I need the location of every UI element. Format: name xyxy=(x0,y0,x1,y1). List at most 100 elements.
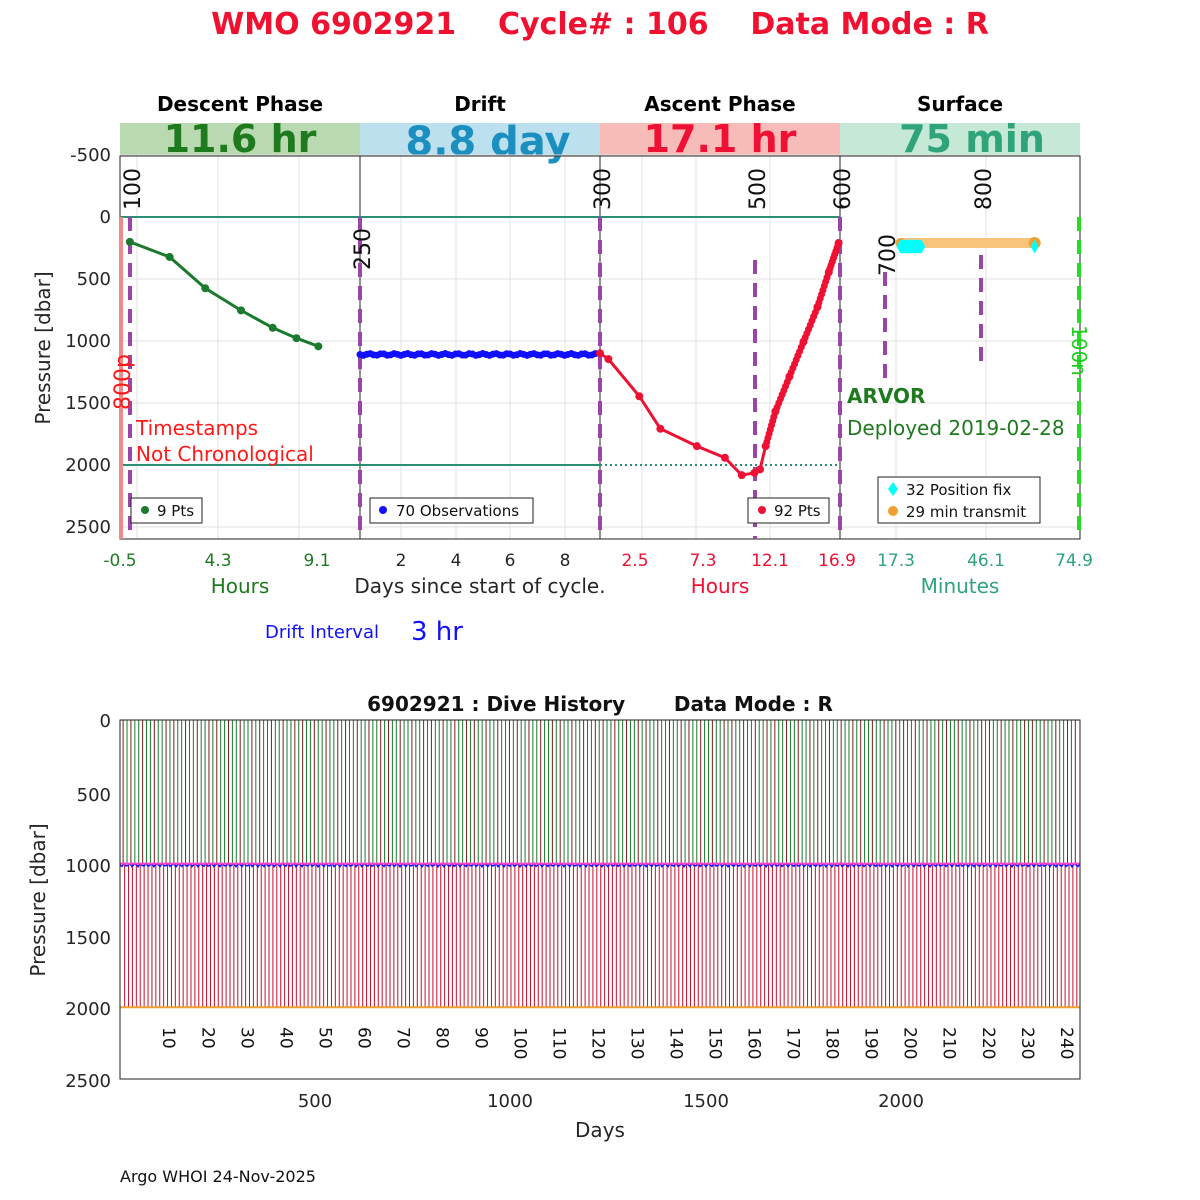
drift-xlabel: Days since start of cycle. xyxy=(354,574,605,598)
label-250: 250 xyxy=(351,228,376,270)
dive-history-series xyxy=(119,720,1081,1009)
drift-legend: 70 Observations xyxy=(369,497,534,524)
drift-legend-label: 70 Observations xyxy=(396,502,519,520)
phase-titles: Descent Phase Drift Ascent Phase Surface xyxy=(157,92,1003,116)
legend-marker xyxy=(141,506,149,514)
descent-point xyxy=(236,306,245,315)
drift-interval-label: Drift Interval xyxy=(265,622,379,643)
surface-phase-title: Surface xyxy=(917,92,1003,116)
drift-xtick-label: 6 xyxy=(505,551,516,571)
surface-xtick-label: 17.3 xyxy=(877,551,915,571)
ascent-legend-label: 92 Pts xyxy=(774,502,821,520)
float-type: ARVOR xyxy=(847,384,925,408)
drift-xtick-label: 8 xyxy=(560,551,571,571)
descent-profile-line xyxy=(129,240,319,348)
top-ytick-label: 1500 xyxy=(65,393,111,414)
descent-point xyxy=(292,334,301,343)
phase-markers xyxy=(128,217,983,539)
bottom-ytick-label: 500 xyxy=(77,785,111,806)
descent-legend: 9 Pts xyxy=(130,497,203,524)
ascent-point xyxy=(604,355,613,364)
bottom-xtick-label: 500 xyxy=(298,1091,332,1112)
descent-point xyxy=(268,323,277,332)
reference-lines xyxy=(119,216,840,539)
drift-series xyxy=(356,350,599,359)
cycle-number-label: 110 xyxy=(548,1027,568,1059)
label-100: 100 xyxy=(121,168,146,210)
ascent-series xyxy=(596,239,843,480)
position-fix-point xyxy=(917,239,926,254)
top-x-labels: Hours Days since start of cycle. Hours M… xyxy=(211,574,1000,598)
ascent-point xyxy=(596,349,604,358)
bottom-ytick-label: 2500 xyxy=(65,1071,111,1092)
descent-point xyxy=(314,342,323,351)
ascent-xtick-label: 12.1 xyxy=(751,551,789,571)
phase-duration-bars: 11.6 hr 8.8 day 17.1 hr 75 min xyxy=(120,117,1080,165)
position-legend-label: 32 Position fix xyxy=(906,481,1011,499)
descent-xlabel: Hours xyxy=(211,574,270,598)
ascent-duration-bg xyxy=(600,123,840,156)
bottom-ytick-label: 1000 xyxy=(65,856,111,877)
label-300: 300 xyxy=(591,168,616,210)
bottom-xtick-label: 1000 xyxy=(487,1091,533,1112)
drift-interval-value: 3 hr xyxy=(411,617,463,647)
deployed-date: Deployed 2019-02-28 xyxy=(847,416,1065,440)
label-100n: 100n xyxy=(1067,325,1091,376)
cycle-number-label: 10 xyxy=(158,1027,178,1049)
cycle-number-label: 70 xyxy=(392,1027,412,1049)
bottom-y-ticks: 0 500 1000 1500 2000 2500 xyxy=(65,711,111,1092)
cycle-number-label: 170 xyxy=(783,1027,803,1059)
top-x-ticks: -0.5 4.3 9.1 2 4 6 8 2.5 7.3 12.1 16.9 1… xyxy=(103,551,1093,571)
cycle-number-label: 200 xyxy=(900,1027,920,1059)
cycle-number-label: 230 xyxy=(1017,1027,1037,1059)
cycle-number-label: 120 xyxy=(588,1027,608,1059)
legend-marker xyxy=(379,506,387,514)
cycle-number-label: 20 xyxy=(197,1027,217,1049)
descent-legend-label: 9 Pts xyxy=(157,502,194,520)
cycle-number-label: 50 xyxy=(314,1027,334,1049)
top-ytick-label: -500 xyxy=(70,145,111,166)
bottom-ytick-label: 1500 xyxy=(65,928,111,949)
bottom-x-ticks: 500 1000 1500 2000 xyxy=(298,1091,924,1112)
descent-point xyxy=(201,284,210,293)
legend-marker xyxy=(758,506,766,514)
descent-phase-title: Descent Phase xyxy=(157,92,323,116)
legend-marker xyxy=(888,506,898,516)
top-ylabel: Pressure [dbar] xyxy=(31,271,55,424)
surface-xtick-label: 46.1 xyxy=(967,551,1005,571)
surface-duration-bg xyxy=(840,123,1080,156)
cycle-number-label: 160 xyxy=(744,1027,764,1059)
cycle-number-label: 210 xyxy=(939,1027,959,1059)
marker-labels: 100 250 300 500 600 700 800 800p 100n xyxy=(111,168,1091,410)
descent-duration: 11.6 hr xyxy=(164,117,317,161)
top-annotations: Timestamps Not Chronological ARVOR Deplo… xyxy=(135,384,1065,466)
top-ytick-label: 0 xyxy=(100,207,111,228)
label-600: 600 xyxy=(831,168,856,210)
surface-xlabel: Minutes xyxy=(921,574,1000,598)
ascent-point xyxy=(756,465,764,474)
cycle-number-label: 40 xyxy=(275,1027,295,1049)
top-ytick-label: 1000 xyxy=(65,331,111,352)
warning-line-1: Timestamps xyxy=(135,416,258,440)
cycle-number-label: 220 xyxy=(978,1027,998,1059)
bottom-xtick-label: 2000 xyxy=(878,1091,924,1112)
bottom-ytick-label: 0 xyxy=(100,711,111,732)
cycle-number-label: 30 xyxy=(236,1027,256,1049)
ascent-point xyxy=(656,424,665,433)
figure-title: WMO 6902921 Cycle# : 106 Data Mode : R xyxy=(211,7,989,42)
top-ytick-label: 2500 xyxy=(65,517,111,538)
warning-line-2: Not Chronological xyxy=(136,442,314,466)
ascent-legend: 92 Pts xyxy=(747,497,830,524)
top-ytick-label: 500 xyxy=(77,269,111,290)
drift-phase-title: Drift xyxy=(454,92,506,116)
cycle-number-label: 140 xyxy=(666,1027,686,1059)
transmit-legend-label: 29 min transmit xyxy=(906,503,1026,521)
top-y-ticks: -500 0 500 1000 1500 2000 2500 xyxy=(65,145,111,538)
top-ytick-label: 2000 xyxy=(65,455,111,476)
label-800: 800 xyxy=(972,168,997,210)
descent-point xyxy=(125,237,134,246)
bottom-ylabel: Pressure [dbar] xyxy=(26,823,50,976)
legend-marker xyxy=(888,482,898,496)
ascent-duration: 17.1 hr xyxy=(644,117,797,161)
bottom-plot-frame xyxy=(119,719,1081,1080)
